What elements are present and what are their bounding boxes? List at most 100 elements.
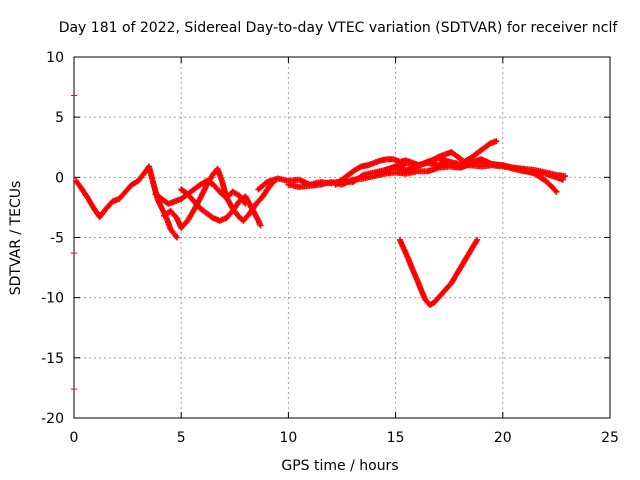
data-point-fill bbox=[111, 196, 121, 204]
y-tick-label: 10 bbox=[46, 50, 64, 66]
data-point-fill bbox=[475, 146, 486, 156]
data-point-fill bbox=[256, 180, 269, 192]
data-point-fill bbox=[544, 179, 554, 189]
y-tick-label: -15 bbox=[41, 351, 64, 367]
data-point-fill bbox=[550, 185, 559, 194]
x-tick-label: 0 bbox=[70, 430, 79, 446]
data-point-fill bbox=[428, 300, 436, 308]
data-point-fill bbox=[212, 215, 222, 224]
data-point-fill bbox=[260, 185, 272, 199]
x-axis-label: GPS time / hours bbox=[281, 458, 398, 474]
data-point-fill bbox=[254, 194, 265, 206]
data-point-fill bbox=[470, 238, 480, 249]
y-tick-label: -10 bbox=[41, 291, 64, 307]
data-point-fill bbox=[237, 193, 248, 206]
data-point-fill bbox=[166, 199, 177, 207]
data-point-fill bbox=[353, 164, 363, 173]
data-point-fill bbox=[468, 151, 479, 161]
data-point-fill bbox=[398, 157, 408, 165]
data-point-fill bbox=[168, 209, 179, 220]
data-point-fill bbox=[372, 158, 382, 166]
series-track-d bbox=[152, 177, 249, 207]
data-point-fill bbox=[205, 211, 216, 221]
grid-lines bbox=[74, 57, 610, 418]
data-point-fill bbox=[457, 260, 467, 271]
data-point bbox=[559, 176, 566, 183]
data-point bbox=[173, 234, 180, 241]
axis-ticks: 0 5 10 15 20 25 -20 -15 -10 -5 0 5 10 bbox=[41, 50, 619, 446]
data-point-fill bbox=[440, 286, 449, 295]
data-point-fill bbox=[340, 172, 351, 182]
series-track-h bbox=[381, 155, 566, 183]
data-point-fill bbox=[432, 295, 441, 305]
data-point-fill bbox=[168, 227, 179, 240]
data-point-fill bbox=[179, 192, 190, 201]
data-point-fill bbox=[130, 178, 140, 187]
x-tick-label: 20 bbox=[494, 430, 512, 446]
data-point bbox=[493, 138, 500, 145]
data-point-fill bbox=[449, 274, 458, 285]
y-tick-label: 5 bbox=[55, 110, 64, 126]
data-point-fill bbox=[218, 215, 228, 224]
data-point-fill bbox=[366, 160, 376, 168]
data-point-fill bbox=[404, 158, 415, 166]
data-point-fill bbox=[192, 199, 203, 211]
data-point bbox=[257, 222, 264, 229]
data-point-fill bbox=[488, 138, 498, 146]
data-point-fill bbox=[153, 192, 164, 201]
data-point-fill bbox=[445, 281, 454, 290]
data-point-fill bbox=[185, 208, 197, 223]
data-point-fill bbox=[211, 182, 222, 194]
y-axis-label: SDTVAR / TECUs bbox=[8, 181, 24, 296]
data-point-fill bbox=[205, 178, 215, 187]
data-point-fill bbox=[224, 209, 235, 220]
x-tick-label: 25 bbox=[601, 430, 619, 446]
data-point-fill bbox=[230, 199, 242, 213]
data-point bbox=[562, 173, 568, 180]
data-point-fill bbox=[462, 156, 472, 164]
data-point-fill bbox=[385, 156, 395, 163]
data-point-fill bbox=[136, 170, 147, 183]
data-point-fill bbox=[243, 195, 255, 211]
chart-title: Day 181 of 2022, Sidereal Day-to-day VTE… bbox=[59, 20, 619, 36]
data-point-fill bbox=[392, 156, 402, 165]
data-point-fill bbox=[198, 206, 209, 216]
data-point-fill bbox=[104, 199, 115, 211]
data-point-fill bbox=[346, 168, 357, 177]
x-tick-label: 10 bbox=[279, 430, 297, 446]
x-tick-label: 5 bbox=[177, 430, 186, 446]
data-point-fill bbox=[97, 207, 109, 219]
data-point-fill bbox=[192, 182, 203, 192]
data-point-fill bbox=[449, 150, 460, 159]
data-point-fill bbox=[117, 190, 128, 201]
data-point-fill bbox=[256, 219, 263, 227]
data-point-fill bbox=[78, 185, 89, 199]
data-point-fill bbox=[466, 245, 475, 256]
data-point-fill bbox=[333, 177, 344, 187]
data-point-fill bbox=[237, 215, 245, 223]
data-point bbox=[474, 236, 481, 243]
data-point-fill bbox=[241, 211, 252, 223]
data-point-fill bbox=[231, 189, 241, 198]
data-point-fill bbox=[436, 291, 445, 300]
data-point-fill bbox=[199, 178, 209, 187]
data-marks bbox=[71, 95, 568, 390]
data-point-fill bbox=[555, 174, 565, 183]
x-tick-label: 15 bbox=[387, 430, 405, 446]
data-point-fill bbox=[123, 182, 134, 194]
data-point-fill bbox=[146, 165, 156, 185]
data-point-fill bbox=[379, 156, 389, 164]
data-point bbox=[553, 188, 560, 195]
data-point-fill bbox=[179, 218, 190, 230]
data-point-fill bbox=[74, 179, 83, 189]
data-point-fill bbox=[185, 187, 196, 197]
series-track-v bbox=[396, 236, 481, 308]
data-point-fill bbox=[84, 195, 96, 209]
data-point-fill bbox=[481, 141, 492, 151]
data-point bbox=[242, 200, 249, 207]
y-tick-label: -5 bbox=[50, 231, 64, 247]
y-tick-label: -20 bbox=[41, 411, 64, 427]
data-point-fill bbox=[359, 162, 370, 170]
data-point-fill bbox=[462, 252, 471, 264]
